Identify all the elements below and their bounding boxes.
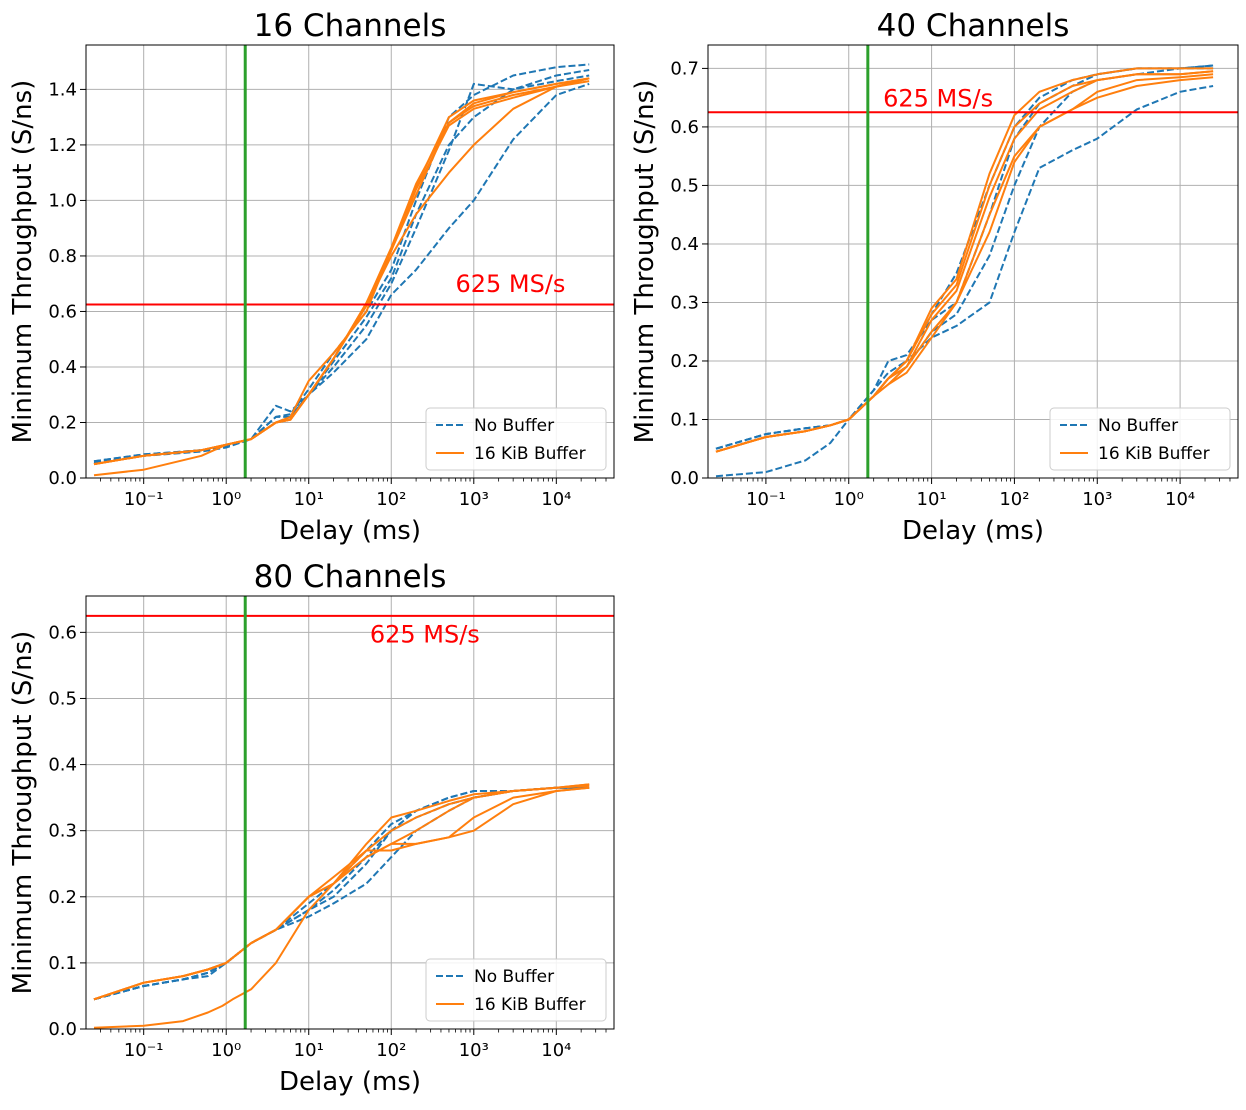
y-tick-label: 0.2 — [48, 887, 77, 908]
legend-box — [1049, 407, 1231, 471]
x-tick-label: 10¹ — [917, 489, 947, 510]
threshold-label: 625 MS/s — [883, 84, 993, 112]
x-tick-label: 10⁻¹ — [124, 489, 164, 510]
series-line-buffer — [715, 70, 1214, 453]
legend-box — [425, 407, 607, 471]
series-line-buffer — [93, 784, 590, 1001]
x-tick-label: 10⁴ — [541, 1040, 571, 1061]
chart-title: 40 Channels — [877, 8, 1070, 44]
x-tick-label: 10⁻¹ — [124, 1040, 164, 1061]
y-tick-label: 0.7 — [670, 58, 699, 79]
y-tick-label: 0.5 — [670, 175, 699, 196]
axes-frame — [707, 44, 1239, 479]
y-tick-label: 0.5 — [48, 688, 77, 709]
y-tick-label: 0.8 — [48, 246, 77, 267]
threshold-label: 625 MS/s — [455, 270, 565, 298]
x-tick-label: 10³ — [459, 1040, 489, 1061]
x-tick-label: 10³ — [1082, 489, 1112, 510]
series-layer — [93, 783, 590, 1029]
series-line-no-buffer — [715, 85, 1214, 478]
y-tick-label: 0.1 — [48, 953, 77, 974]
series-layer — [93, 63, 590, 477]
legend: No Buffer 16 KiB Buffer — [425, 958, 607, 1022]
y-tick-label: 0.1 — [670, 409, 699, 430]
y-tick-label: 0.3 — [670, 292, 699, 313]
x-axis-label: Delay (ms) — [902, 516, 1044, 546]
x-tick-label: 10⁰ — [834, 489, 864, 510]
y-tick-label: 0.2 — [48, 412, 77, 433]
legend-label-buffer: 16 KiB Buffer — [474, 444, 586, 464]
y-tick-label: 0.6 — [48, 301, 77, 322]
y-tick-label: 0.0 — [48, 468, 77, 489]
legend-label-buffer: 16 KiB Buffer — [474, 995, 586, 1015]
y-tick-label: 0.0 — [48, 1019, 77, 1040]
legend-box — [425, 958, 607, 1022]
legend-label-no-buffer: No Buffer — [474, 967, 554, 987]
series-line-no-buffer — [715, 64, 1214, 450]
legend-label-no-buffer: No Buffer — [474, 416, 554, 436]
chart-panel-3: 10⁻¹ 10⁰ 10¹ 10² 10³ 10⁴ 0.0 0.1 0.2 0.3 0.4 0.5 0.6… — [8, 559, 615, 1097]
y-tick-label: 0.0 — [670, 468, 699, 489]
y-tick-label: 1.4 — [48, 79, 77, 100]
x-tick-label: 10⁰ — [211, 489, 241, 510]
y-tick-label: 0.6 — [670, 117, 699, 138]
series-line-no-buffer — [93, 63, 590, 463]
x-tick-label: 10⁴ — [541, 489, 571, 510]
series-line-buffer — [93, 77, 590, 477]
series-line-buffer — [715, 67, 1214, 453]
y-tick-label: 1.0 — [48, 190, 77, 211]
x-tick-label: 10⁴ — [1165, 489, 1195, 510]
x-tick-label: 10¹ — [294, 489, 324, 510]
series-line-no-buffer — [93, 786, 590, 1001]
x-tick-label: 10² — [376, 489, 406, 510]
chart-panel-2: 10⁻¹ 10⁰ 10¹ 10² 10³ 10⁴ 0.0 0.1 0.2 0.3 0.4 0.5 0.6… — [630, 8, 1239, 546]
y-tick-label: 1.2 — [48, 135, 77, 156]
x-tick-label: 10¹ — [294, 1040, 324, 1061]
chart-title: 16 Channels — [254, 8, 447, 44]
y-tick-label: 0.4 — [48, 755, 77, 776]
legend-label-buffer: 16 KiB Buffer — [1098, 444, 1210, 464]
axes-frame — [85, 595, 615, 1030]
y-tick-label: 0.6 — [48, 622, 77, 643]
y-axis-label: Minimum Throughput (S/ns) — [8, 631, 38, 995]
x-tick-label: 10³ — [459, 489, 489, 510]
x-tick-label: 10⁻¹ — [746, 489, 786, 510]
legend: No Buffer 16 KiB Buffer — [425, 407, 607, 471]
y-axis-label: Minimum Throughput (S/ns) — [8, 80, 38, 444]
y-tick-label: 0.4 — [670, 234, 699, 255]
x-tick-label: 10² — [999, 489, 1029, 510]
axes-frame — [85, 44, 615, 479]
series-line-no-buffer — [93, 69, 590, 464]
chart-panel-1: 10⁻¹ 10⁰ 10¹ 10² 10³ 10⁴ 0.0 0.2 0.4 0.6 0.8 1.0 1.2… — [8, 8, 615, 546]
y-tick-label: 0.2 — [670, 351, 699, 372]
threshold-label: 625 MS/s — [370, 620, 480, 648]
chart-title: 80 Channels — [254, 559, 447, 595]
y-axis-label: Minimum Throughput (S/ns) — [630, 80, 660, 444]
x-axis-label: Delay (ms) — [279, 516, 421, 546]
series-line-buffer — [715, 76, 1214, 453]
series-line-no-buffer — [93, 74, 590, 463]
legend-label-no-buffer: No Buffer — [1098, 416, 1178, 436]
series-layer — [715, 64, 1214, 478]
series-line-buffer — [93, 77, 590, 466]
x-axis-label: Delay (ms) — [279, 1067, 421, 1097]
x-tick-label: 10⁰ — [211, 1040, 241, 1061]
legend: No Buffer 16 KiB Buffer — [1049, 407, 1231, 471]
y-tick-label: 0.3 — [48, 821, 77, 842]
x-tick-label: 10² — [376, 1040, 406, 1061]
y-tick-label: 0.4 — [48, 357, 77, 378]
series-line-no-buffer — [715, 64, 1214, 450]
